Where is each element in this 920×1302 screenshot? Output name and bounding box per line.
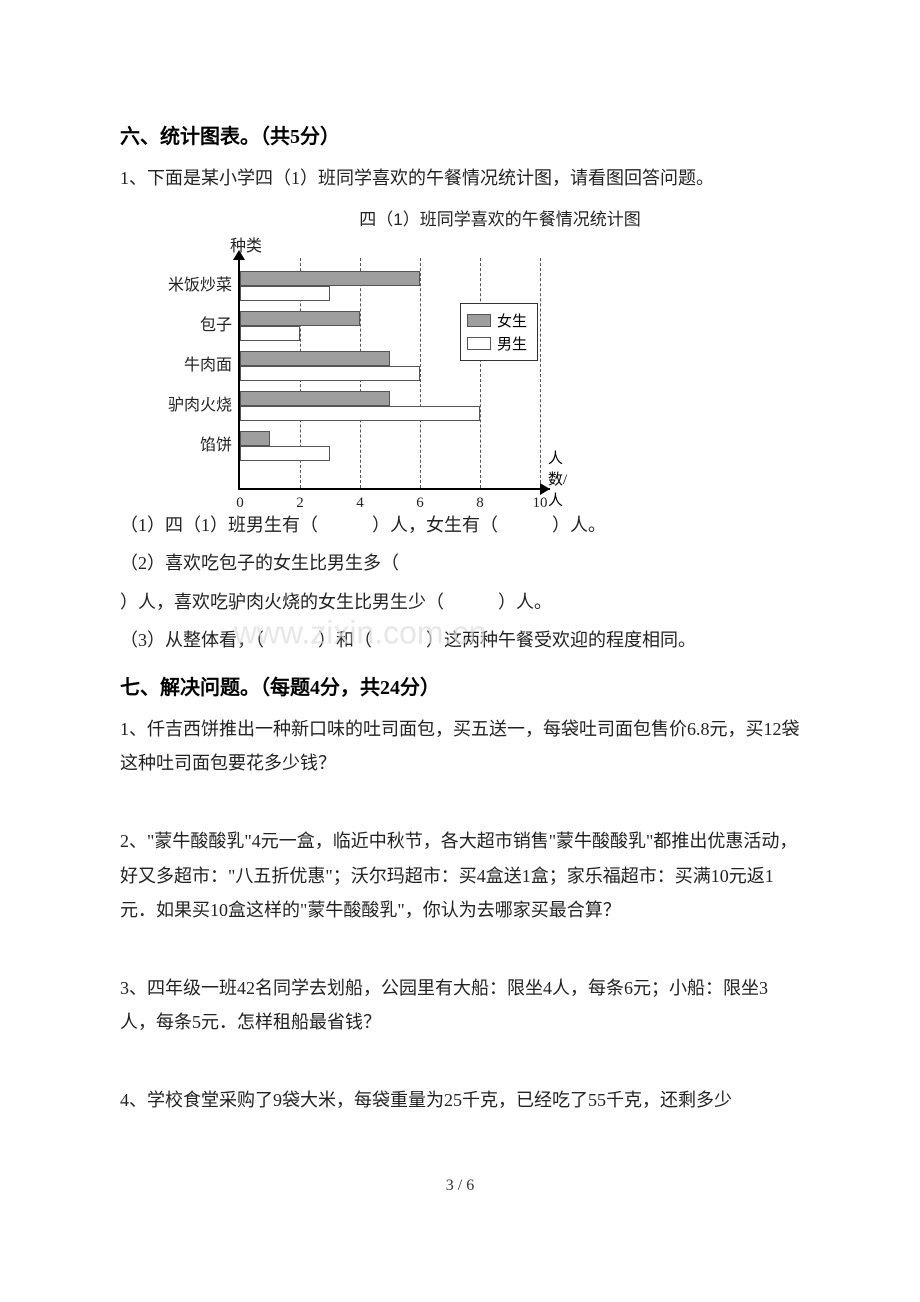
bar-male — [240, 406, 480, 421]
y-category-label: 牛肉面 — [184, 358, 232, 374]
y-category-label: 驴肉火烧 — [168, 398, 232, 414]
section7-q4: 4、学校食堂采购了9袋大米，每袋重量为25千克，已经吃了55千克，还剩多少 — [120, 1083, 800, 1117]
x-arrow-icon — [540, 483, 550, 495]
plot-area: 2468100人数/人 — [238, 258, 550, 490]
chart: 米饭炒菜包子牛肉面驴肉火烧馅饼 2468100人数/人 女生 男生 — [160, 258, 590, 498]
bar-female — [240, 311, 360, 326]
section7-q3: 3、四年级一班42名同学去划船，公园里有大船：限坐4人，每条6元；小船：限坐3人… — [120, 971, 800, 1039]
chart-legend: 女生 男生 — [460, 303, 538, 361]
section7-q1: 1、仟吉西饼推出一种新口味的吐司面包，买五送一，每袋吐司面包售价6.8元，买12… — [120, 712, 800, 780]
spacer — [120, 784, 800, 820]
x-tick-label: 6 — [416, 495, 424, 512]
section7-heading: 七、解决问题。（每题4分，共24分） — [120, 671, 800, 700]
x-tick-label: 2 — [296, 495, 304, 512]
legend-label-female: 女生 — [497, 310, 527, 331]
legend-label-male: 男生 — [497, 333, 527, 354]
section6-q2b: ）人，喜欢吃驴肉火烧的女生比男生少（ ）人。 — [120, 585, 800, 619]
y-category-label: 米饭炒菜 — [168, 278, 232, 294]
spacer — [120, 1043, 800, 1079]
y-category-label: 包子 — [200, 318, 232, 334]
legend-swatch-female — [467, 314, 491, 327]
chart-title: 四（1）班同学喜欢的午餐情况统计图 — [200, 205, 800, 230]
section7-q2: 2、"蒙牛酸酸乳"4元一盒，临近中秋节，各大超市销售"蒙牛酸酸乳"都推出优惠活动… — [120, 824, 800, 927]
bar-female — [240, 391, 390, 406]
bar-male — [240, 326, 300, 341]
bar-female — [240, 351, 390, 366]
section6-intro: 1、下面是某小学四（1）班同学喜欢的午餐情况统计图，请看图回答问题。 — [120, 161, 800, 195]
gridline — [420, 258, 421, 488]
x-tick-label-zero: 0 — [236, 495, 244, 512]
chart-y-axis-title: 种类 — [230, 232, 800, 256]
legend-item-female: 女生 — [467, 310, 527, 331]
section6-heading: 六、统计图表。（共5分） — [120, 120, 800, 149]
bar-female — [240, 271, 420, 286]
legend-swatch-male — [467, 337, 491, 350]
page: 六、统计图表。（共5分） 1、下面是某小学四（1）班同学喜欢的午餐情况统计图，请… — [0, 0, 920, 1235]
y-category-label: 馅饼 — [200, 438, 232, 454]
section6-q3: （3）从整体看，（ ）和（ ）这两种午餐受欢迎的程度相同。 — [120, 630, 696, 650]
section6-q1: （1）四（1）班男生有（ ）人，女生有（ ）人。 — [120, 508, 800, 542]
bar-male — [240, 366, 420, 381]
section6-q2a: （2）喜欢吃包子的女生比男生多（ — [120, 546, 800, 580]
x-tick-label: 4 — [356, 495, 364, 512]
bar-male — [240, 446, 330, 461]
bar-male — [240, 286, 330, 301]
legend-item-male: 男生 — [467, 333, 527, 354]
x-axis-title: 人数/人 — [548, 447, 567, 510]
section6-q3-row: （3）从整体看，（ ）和（ ）这两种午餐受欢迎的程度相同。 www.zixin.… — [120, 623, 800, 657]
x-tick-label: 10 — [533, 495, 548, 512]
spacer — [120, 931, 800, 967]
gridline — [480, 258, 481, 488]
gridline — [540, 258, 541, 488]
bar-female — [240, 431, 270, 446]
page-number: 3 / 6 — [120, 1177, 800, 1195]
chart-container: 四（1）班同学喜欢的午餐情况统计图 种类 米饭炒菜包子牛肉面驴肉火烧馅饼 246… — [150, 205, 800, 498]
x-tick-label: 8 — [476, 495, 484, 512]
